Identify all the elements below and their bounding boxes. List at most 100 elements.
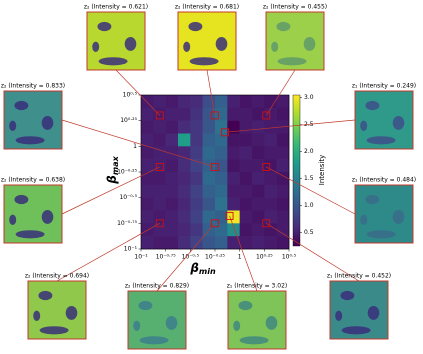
heatmap-cell	[264, 107, 277, 121]
heatmap-cell	[239, 197, 253, 211]
heatmap-cell	[264, 223, 277, 237]
heatmap-cell	[227, 172, 240, 186]
thumbnail-blob	[138, 300, 153, 311]
thumbnail-blob	[97, 21, 112, 32]
connector-line	[115, 69, 161, 116]
connector-line	[61, 166, 160, 215]
x-tick-label: 10⁻⁰·⁵	[182, 254, 200, 261]
thumbnail-blob	[265, 315, 278, 330]
heatmap-cell	[153, 146, 166, 160]
heatmap-cell	[252, 223, 265, 237]
connector-line	[56, 222, 160, 282]
connector-line	[156, 223, 216, 292]
heatmap-cell	[215, 172, 228, 186]
connector-line	[229, 215, 258, 292]
heatmap-cell	[239, 133, 253, 147]
thumbnail-blob	[276, 21, 291, 32]
thumbnail-blob	[392, 209, 405, 224]
heatmap-cell	[252, 236, 265, 250]
heatmap-cell	[190, 184, 203, 198]
panel-title: z₂ (Intensity = 0.455)	[263, 4, 327, 11]
thumbnail-blob	[335, 310, 343, 322]
x-tick-label: 10⁰·⁵	[282, 254, 297, 261]
marker-square	[155, 162, 164, 171]
heatmap-cell	[141, 146, 154, 160]
thumbnail-blob	[367, 305, 380, 320]
colorbar-tick-label: 1.5	[304, 175, 314, 182]
thumbnail-frame	[265, 11, 325, 71]
thumbnail-blob	[303, 36, 316, 51]
y-tick-label: 10⁻⁰·⁷⁵	[117, 220, 138, 227]
heatmap-cell	[252, 146, 265, 160]
thumbnail-blob	[139, 336, 169, 345]
heatmap-cell	[252, 159, 265, 173]
heatmap-cell	[165, 133, 179, 147]
heatmap-cell	[264, 159, 277, 173]
y-tick-label: 10⁰·²⁵	[120, 117, 137, 124]
heatmap-cell	[227, 120, 240, 134]
thumbnail-blob	[124, 36, 137, 51]
colorbar-tick-label: 1.0	[304, 202, 314, 209]
heatmap-cell	[190, 95, 203, 109]
heatmap-cell	[276, 197, 290, 211]
marker-square	[155, 111, 164, 120]
heatmap-cell	[264, 210, 277, 224]
heatmap-cell	[276, 184, 290, 198]
heatmap-cell	[239, 146, 253, 160]
heatmap-cell	[202, 107, 216, 121]
heatmap-cell	[141, 236, 154, 250]
heatmap-cell	[202, 120, 216, 134]
x-tick-label: 1	[238, 254, 242, 261]
heatmap-cell	[252, 197, 265, 211]
y-tick-label: 10⁻¹	[124, 246, 138, 253]
heatmap-cell	[227, 95, 240, 109]
x-tick-label: 10⁻⁰·²⁵	[205, 254, 226, 261]
heatmap-cell	[178, 107, 191, 121]
heatmap-cell	[215, 146, 228, 160]
heatmap-cell	[252, 210, 265, 224]
heatmap-cell	[178, 223, 191, 237]
marker-square	[210, 162, 219, 171]
heatmap-cell	[178, 197, 191, 211]
thumbnail-blob	[360, 214, 368, 226]
x-tick-label: 10⁻⁰·⁷⁵	[156, 254, 177, 261]
heatmap-cell	[215, 184, 228, 198]
heatmap-cell	[153, 133, 166, 147]
thumbnail-blob	[366, 136, 396, 145]
x-axis-label: βmin	[189, 261, 216, 276]
heatmap-cell	[165, 172, 179, 186]
thumbnail-blob	[271, 41, 279, 53]
heatmap-cell	[276, 236, 290, 250]
thumbnail-blob	[33, 310, 41, 322]
heatmap-cell	[215, 223, 228, 237]
thumbnail-blob	[366, 230, 396, 239]
heatmap-cell	[153, 95, 166, 109]
heatmap-cell	[276, 95, 290, 109]
thumbnail-frame	[3, 184, 63, 244]
heatmap-cell	[239, 120, 253, 134]
heatmap-cell	[276, 159, 290, 173]
heatmap-cell	[178, 146, 191, 160]
connector-line	[61, 119, 215, 168]
panel-title: z₂ (Intensity = 0.638)	[1, 177, 65, 184]
x-axis-label-main: β	[189, 261, 199, 275]
heatmap-cell	[276, 107, 290, 121]
thumbnail-blob	[365, 194, 380, 205]
heatmap-cell	[252, 107, 265, 121]
marker-square	[210, 219, 219, 228]
colorbar-tick-label: 3.0	[304, 94, 314, 101]
heatmap-cell	[227, 184, 240, 198]
panel-title: z₂ (Intensity = 0.681)	[175, 4, 239, 11]
y-axis-label: βmax	[105, 155, 120, 184]
heatmap-cell	[215, 236, 228, 250]
panel-title: z₂ (Intensity = 0.829)	[125, 283, 189, 290]
heatmap-cell	[264, 95, 277, 109]
thumbnail-frame	[127, 290, 187, 350]
thumbnail-blob	[365, 100, 380, 111]
panel-title: z₂ (Intensity = 0.621)	[84, 4, 148, 11]
heatmap-cell	[264, 133, 277, 147]
heatmap-cell	[227, 107, 240, 121]
thumbnail-blob	[41, 115, 54, 130]
heatmap-cell	[227, 223, 240, 237]
